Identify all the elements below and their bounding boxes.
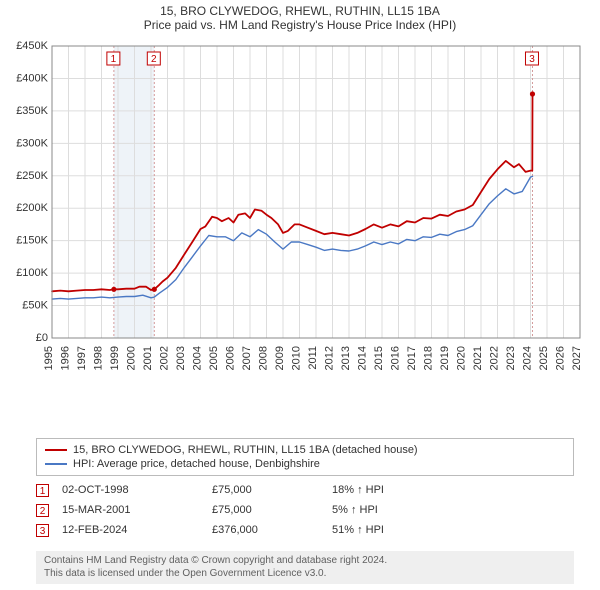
footer-attribution: Contains HM Land Registry data © Crown c… bbox=[36, 551, 574, 584]
y-tick-label: £100K bbox=[16, 267, 48, 279]
transaction-row: 3 12-FEB-2024£376,00051% ↑ HPI bbox=[36, 520, 574, 540]
x-tick-label: 2019 bbox=[439, 346, 451, 370]
x-tick-label: 2000 bbox=[126, 346, 138, 370]
transactions-table: 1 02-OCT-1998£75,00018% ↑ HPI 2 15-MAR-2001… bbox=[36, 480, 574, 540]
transaction-row: 2 15-MAR-2001£75,0005% ↑ HPI bbox=[36, 500, 574, 520]
x-tick-label: 2001 bbox=[142, 346, 154, 370]
x-tick-label: 1996 bbox=[60, 346, 72, 370]
transaction-row: 1 02-OCT-1998£75,00018% ↑ HPI bbox=[36, 480, 574, 500]
x-tick-label: 1999 bbox=[109, 346, 121, 370]
chart-marker-label: 1 bbox=[111, 54, 117, 65]
x-tick-label: 2013 bbox=[340, 346, 352, 370]
chart-marker-label: 3 bbox=[529, 54, 535, 65]
y-tick-label: £0 bbox=[36, 332, 48, 344]
transaction-date: 15-MAR-2001 bbox=[62, 504, 212, 516]
x-tick-label: 2005 bbox=[208, 346, 220, 370]
y-tick-label: £350K bbox=[16, 105, 48, 117]
x-tick-label: 2012 bbox=[324, 346, 336, 370]
transaction-marker: 2 bbox=[36, 504, 49, 517]
x-tick-label: 2007 bbox=[241, 346, 253, 370]
y-tick-label: £200K bbox=[16, 202, 48, 214]
x-tick-label: 2015 bbox=[373, 346, 385, 370]
transaction-delta: 5% ↑ HPI bbox=[332, 504, 452, 516]
legend-item: HPI: Average price, detached house, Denb… bbox=[45, 457, 565, 471]
x-tick-label: 2008 bbox=[258, 346, 270, 370]
price-chart: £0 £50K £100K £150K £200K £250K £300K £350K £400… bbox=[8, 40, 594, 390]
x-tick-label: 2010 bbox=[291, 346, 303, 370]
y-tick-label: £300K bbox=[16, 137, 48, 149]
y-tick-label: £50K bbox=[22, 300, 48, 312]
x-tick-label: 2027 bbox=[571, 346, 583, 370]
sale-point bbox=[152, 287, 157, 292]
x-tick-label: 2009 bbox=[274, 346, 286, 370]
x-tick-label: 2018 bbox=[423, 346, 435, 370]
chart-title: 15, BRO CLYWEDOG, RHEWL, RUTHIN, LL15 1B… bbox=[0, 4, 600, 18]
x-tick-label: 1995 bbox=[43, 346, 55, 370]
transaction-price: £376,000 bbox=[212, 524, 332, 536]
transaction-marker: 1 bbox=[36, 484, 49, 497]
legend-item: 15, BRO CLYWEDOG, RHEWL, RUTHIN, LL15 1B… bbox=[45, 443, 565, 457]
sale-point bbox=[530, 91, 535, 96]
transaction-date: 02-OCT-1998 bbox=[62, 484, 212, 496]
y-tick-label: £250K bbox=[16, 170, 48, 182]
legend-label: HPI: Average price, detached house, Denb… bbox=[73, 457, 320, 471]
x-tick-label: 2016 bbox=[390, 346, 402, 370]
x-tick-label: 2022 bbox=[489, 346, 501, 370]
transaction-marker: 3 bbox=[36, 524, 49, 537]
x-tick-label: 2023 bbox=[505, 346, 517, 370]
chart-marker-label: 2 bbox=[151, 54, 157, 65]
footer-line-1: Contains HM Land Registry data © Crown c… bbox=[44, 555, 566, 568]
transaction-date: 12-FEB-2024 bbox=[62, 524, 212, 536]
legend-swatch bbox=[45, 449, 67, 451]
x-tick-label: 2025 bbox=[538, 346, 550, 370]
legend-label: 15, BRO CLYWEDOG, RHEWL, RUTHIN, LL15 1B… bbox=[73, 443, 418, 457]
x-tick-label: 2006 bbox=[225, 346, 237, 370]
transaction-delta: 51% ↑ HPI bbox=[332, 524, 452, 536]
x-tick-label: 1997 bbox=[76, 346, 88, 370]
x-tick-label: 2014 bbox=[357, 346, 369, 370]
legend-swatch bbox=[45, 463, 67, 465]
x-tick-label: 2017 bbox=[406, 346, 418, 370]
transaction-price: £75,000 bbox=[212, 504, 332, 516]
x-tick-label: 1998 bbox=[93, 346, 105, 370]
x-tick-label: 2021 bbox=[472, 346, 484, 370]
legend: 15, BRO CLYWEDOG, RHEWL, RUTHIN, LL15 1B… bbox=[36, 438, 574, 476]
x-tick-label: 2003 bbox=[175, 346, 187, 370]
x-tick-label: 2011 bbox=[307, 346, 319, 370]
x-tick-label: 2020 bbox=[456, 346, 468, 370]
footer-line-2: This data is licensed under the Open Gov… bbox=[44, 568, 566, 581]
x-tick-label: 2002 bbox=[159, 346, 171, 370]
transaction-price: £75,000 bbox=[212, 484, 332, 496]
y-tick-label: £400K bbox=[16, 72, 48, 84]
sale-point bbox=[111, 287, 116, 292]
x-tick-label: 2026 bbox=[555, 346, 567, 370]
x-tick-label: 2024 bbox=[522, 346, 534, 370]
chart-subtitle: Price paid vs. HM Land Registry's House … bbox=[0, 18, 600, 32]
x-tick-label: 2004 bbox=[192, 346, 204, 370]
transaction-delta: 18% ↑ HPI bbox=[332, 484, 452, 496]
y-tick-label: £150K bbox=[16, 235, 48, 247]
y-tick-label: £450K bbox=[16, 40, 48, 52]
